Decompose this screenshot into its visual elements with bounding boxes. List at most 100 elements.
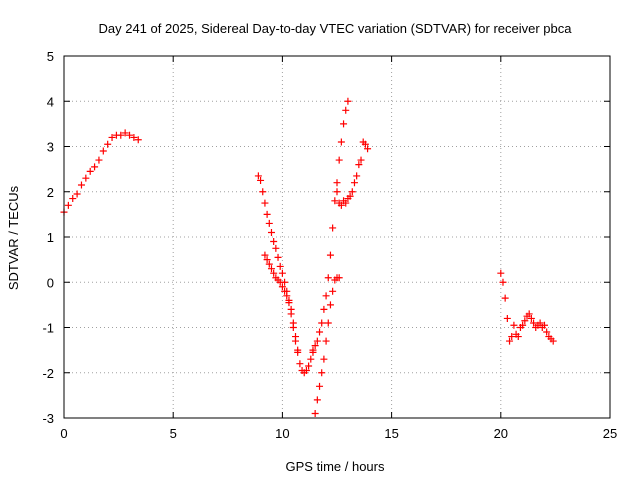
- data-point: [134, 136, 142, 144]
- data-point: [333, 188, 341, 196]
- data-point: [272, 244, 280, 252]
- data-point: [69, 195, 77, 203]
- data-point: [357, 156, 365, 164]
- data-point: [340, 120, 348, 128]
- y-tick-label: -3: [42, 411, 54, 426]
- data-point: [261, 199, 269, 207]
- data-point: [292, 333, 300, 341]
- data-point: [267, 228, 275, 236]
- data-point: [294, 346, 302, 354]
- data-point: [73, 190, 81, 198]
- data-point: [104, 140, 112, 148]
- data-point: [265, 219, 273, 227]
- data-point: [346, 192, 354, 200]
- data-point: [287, 305, 295, 313]
- data-point: [549, 337, 557, 345]
- data-point: [108, 133, 116, 141]
- data-point: [311, 409, 319, 417]
- chart-title: Day 241 of 2025, Sidereal Day-to-day VTE…: [98, 21, 572, 36]
- x-tick-label: 10: [275, 426, 289, 441]
- data-point: [121, 129, 129, 137]
- data-point: [353, 172, 361, 180]
- data-point: [265, 260, 273, 268]
- data-point: [540, 321, 548, 329]
- data-point: [318, 369, 326, 377]
- data-point: [276, 278, 284, 286]
- data-point: [278, 269, 286, 277]
- data-point: [521, 317, 529, 325]
- y-axis-label: SDTVAR / TECUs: [6, 185, 21, 290]
- data-point: [364, 145, 372, 153]
- data-point: [318, 319, 326, 327]
- data-point: [276, 262, 284, 270]
- data-point: [270, 269, 278, 277]
- data-point: [324, 319, 332, 327]
- data-point: [333, 179, 341, 187]
- data-point: [285, 299, 293, 307]
- data-point: [527, 314, 535, 322]
- data-point: [350, 179, 358, 187]
- data-point: [130, 133, 138, 141]
- data-point: [261, 251, 269, 259]
- data-point: [307, 355, 315, 363]
- data-point: [335, 156, 343, 164]
- data-point: [329, 287, 337, 295]
- data-point: [281, 287, 289, 295]
- data-point: [543, 328, 551, 336]
- data-point: [530, 319, 538, 327]
- data-point: [302, 366, 310, 374]
- data-point: [324, 274, 332, 282]
- x-tick-label: 5: [170, 426, 177, 441]
- data-point: [499, 278, 507, 286]
- data-point: [322, 292, 330, 300]
- data-point: [117, 131, 125, 139]
- data-point: [270, 238, 278, 246]
- data-point: [259, 188, 267, 196]
- y-tick-label: 1: [47, 230, 54, 245]
- ticks: 0 5 10 15 20 25 -3 -2 -1 0 1 2 3 4 5: [42, 49, 617, 441]
- data-point: [361, 140, 369, 148]
- data-point: [86, 167, 94, 175]
- data-point: [263, 256, 271, 264]
- data-point: [263, 210, 271, 218]
- data-points: [60, 97, 557, 417]
- y-tick-label: 2: [47, 185, 54, 200]
- data-point: [508, 333, 516, 341]
- data-point: [313, 396, 321, 404]
- y-tick-label: 4: [47, 94, 54, 109]
- data-point: [278, 283, 286, 291]
- x-axis-label: GPS time / hours: [286, 459, 385, 474]
- data-point: [506, 337, 514, 345]
- data-point: [289, 319, 297, 327]
- data-point: [337, 201, 345, 209]
- data-point: [257, 176, 265, 184]
- data-point: [503, 314, 511, 322]
- data-point: [326, 251, 334, 259]
- data-point: [331, 197, 339, 205]
- data-point: [313, 337, 321, 345]
- data-point: [514, 333, 522, 341]
- data-point: [501, 294, 509, 302]
- y-tick-label: 0: [47, 275, 54, 290]
- data-point: [322, 337, 330, 345]
- data-point: [320, 305, 328, 313]
- data-point: [254, 172, 262, 180]
- data-point: [311, 342, 319, 350]
- data-point: [355, 161, 363, 169]
- data-point: [342, 106, 350, 114]
- y-tick-label: -1: [42, 321, 54, 336]
- data-point: [64, 201, 72, 209]
- data-point: [519, 321, 527, 329]
- data-point: [497, 269, 505, 277]
- data-point: [309, 346, 317, 354]
- data-point: [320, 355, 328, 363]
- data-point: [274, 253, 282, 261]
- x-tick-label: 0: [60, 426, 67, 441]
- plot-frame: [63, 55, 611, 419]
- data-point: [344, 97, 352, 105]
- data-point: [82, 174, 90, 182]
- y-tick-label: -2: [42, 366, 54, 381]
- data-point: [126, 131, 134, 139]
- data-point: [77, 181, 85, 189]
